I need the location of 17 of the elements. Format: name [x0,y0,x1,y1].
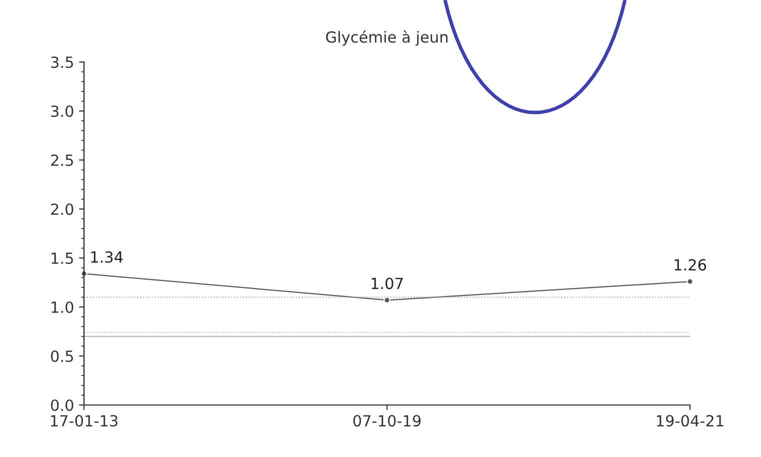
data-label: 1.26 [674,259,706,271]
y-tick-label: 1.0 [52,301,74,314]
data-label: 1.07 [372,278,403,290]
x-tick-label: 17-01-13 [51,414,118,427]
y-tick-label: 0.0 [50,399,74,412]
point [384,296,390,304]
x-tick-label: 19-04-21 [657,414,724,427]
point [686,278,694,285]
x-tick-label: 07-10-19 [353,414,421,427]
data-label: 1.34 [91,251,123,263]
y-tick-label: 3.0 [51,105,74,118]
y-tick-label: 2.5 [51,154,73,166]
y-tick-label: 1.5 [52,252,73,264]
y-tick-label: 2.0 [51,203,74,216]
y-tick-label: 0.5 [50,350,73,362]
y-tick-label: 3.5 [51,56,73,68]
chart-title: Glycémie à jeun [326,30,448,46]
